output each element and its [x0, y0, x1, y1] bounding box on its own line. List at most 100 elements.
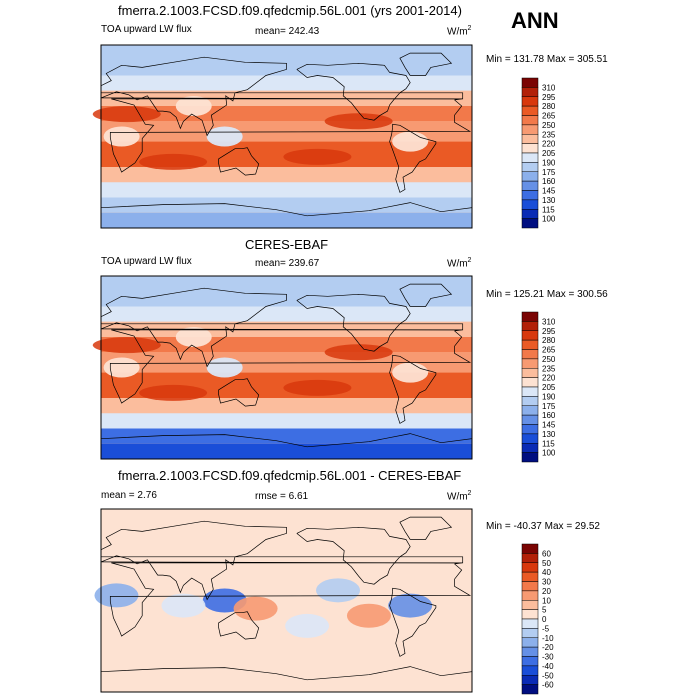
panel-3-rmse-label: rmse = 6.61 [255, 491, 309, 502]
colorbar-tick-label: 60 [542, 549, 551, 558]
colorbar-tick-label: 5 [542, 606, 547, 615]
colorbar-swatch [521, 646, 539, 657]
panel-3-map [94, 508, 473, 693]
colorbar-swatch [521, 190, 539, 201]
colorbar-swatch [521, 358, 539, 369]
coastline [100, 287, 464, 368]
colorbar-tick-label: 130 [542, 196, 556, 205]
coastline [296, 62, 411, 121]
colorbar-swatch [521, 311, 539, 322]
colorbar-tick-label: 310 [542, 317, 556, 326]
coastline [218, 611, 260, 640]
colorbar-tick-label: 50 [542, 559, 551, 568]
panel-2-map [92, 275, 473, 460]
colorbar-swatch [521, 684, 539, 695]
colorbar-tick-label: 205 [542, 149, 556, 158]
panel-2-colorbar: 3102952802652502352202051901751601451301… [521, 311, 556, 463]
colorbar-swatch [521, 218, 539, 229]
panel-1-colorbar: 3102952802652502352202051901751601451301… [521, 77, 556, 229]
colorbar-swatch [521, 424, 539, 435]
coastline [100, 520, 464, 601]
panel-2-mean-label: mean= 239.67 [255, 258, 320, 269]
colorbar-tick-label: -20 [542, 643, 554, 652]
colorbar-swatch [521, 377, 539, 388]
coastline [389, 354, 437, 424]
colorbar-tick-label: 190 [542, 392, 556, 401]
panel-3-title: fmerra.2.1003.FCSD.f09.qfedcmip.56L.001 … [118, 468, 462, 483]
panel-3-units: W/m2 [447, 490, 472, 503]
colorbar-swatch [521, 368, 539, 378]
colorbar-swatch [521, 553, 539, 563]
colorbar-tick-label: 10 [542, 596, 551, 605]
coastline [296, 526, 411, 585]
coastline [109, 562, 472, 637]
colorbar-swatch [521, 562, 539, 573]
panel-1-mean-label: mean= 242.43 [255, 26, 320, 37]
panel-1-minmax: Min = 131.78 Max = 305.51 [486, 54, 608, 65]
colorbar-tick-label: 145 [542, 187, 556, 196]
colorbar-tick-label: 235 [542, 364, 556, 373]
colorbar-swatch [521, 386, 539, 397]
colorbar-tick-label: 190 [542, 158, 556, 167]
coastline [399, 52, 453, 76]
colorbar-swatch [521, 443, 539, 453]
coastline [109, 329, 472, 404]
colorbar-swatch [521, 143, 539, 154]
colorbar-swatch [521, 171, 539, 182]
colorbar-swatch [521, 452, 539, 463]
colorbar-tick-label: 280 [542, 102, 556, 111]
colorbar-tick-label: 295 [542, 327, 556, 336]
colorbar-tick-label: -50 [542, 671, 554, 680]
coastline [100, 56, 464, 137]
panel-1-title: fmerra.2.1003.FCSD.f09.qfedcmip.56L.001 … [118, 3, 462, 18]
season-label: ANN [511, 8, 559, 33]
colorbar-swatch [521, 665, 539, 676]
colorbar-swatch [521, 675, 539, 685]
colorbar-tick-label: 115 [542, 439, 555, 448]
colorbar-swatch [521, 405, 539, 416]
colorbar-tick-label: 310 [542, 83, 556, 92]
colorbar-swatch [521, 180, 539, 191]
panel-1-map [92, 44, 473, 229]
coastline [296, 293, 411, 352]
colorbar-tick-label: 175 [542, 402, 556, 411]
colorbar-swatch [521, 637, 539, 648]
colorbar-swatch [521, 590, 539, 601]
colorbar-swatch [521, 162, 539, 172]
colorbar-swatch [521, 77, 539, 88]
coastline [389, 123, 437, 193]
coastline [399, 283, 453, 307]
colorbar-swatch [521, 349, 539, 360]
colorbar-swatch [521, 105, 539, 116]
colorbar-swatch [521, 600, 539, 610]
colorbar-tick-label: 205 [542, 383, 556, 392]
colorbar-swatch [521, 396, 539, 406]
colorbar-swatch [521, 330, 539, 341]
panel-1-units: W/m2 [447, 25, 472, 38]
panel-2-minmax: Min = 125.21 Max = 300.56 [486, 289, 608, 300]
colorbar-tick-label: -40 [542, 662, 554, 671]
panel-2-units: W/m2 [447, 257, 472, 270]
colorbar-tick-label: 160 [542, 411, 556, 420]
colorbar-tick-label: 220 [542, 374, 556, 383]
colorbar-swatch [521, 321, 539, 331]
panel-2-left-label: TOA upward LW flux [101, 256, 192, 267]
colorbar-tick-label: 250 [542, 121, 556, 130]
panel-2-title: CERES-EBAF [245, 237, 329, 252]
colorbar-swatch [521, 115, 539, 126]
colorbar-swatch [521, 199, 539, 210]
colorbar-tick-label: 40 [542, 568, 551, 577]
coastline [218, 147, 260, 176]
colorbar-swatch [521, 87, 539, 97]
coastline [389, 587, 437, 657]
colorbar-tick-label: -5 [542, 624, 550, 633]
colorbar-swatch [521, 96, 539, 107]
colorbar-swatch [521, 609, 539, 620]
colorbar-tick-label: 250 [542, 355, 556, 364]
colorbar-swatch [521, 209, 539, 219]
colorbar-swatch [521, 571, 539, 582]
coastline [109, 98, 472, 173]
colorbar-swatch [521, 124, 539, 135]
colorbar-tick-label: 100 [542, 449, 556, 458]
